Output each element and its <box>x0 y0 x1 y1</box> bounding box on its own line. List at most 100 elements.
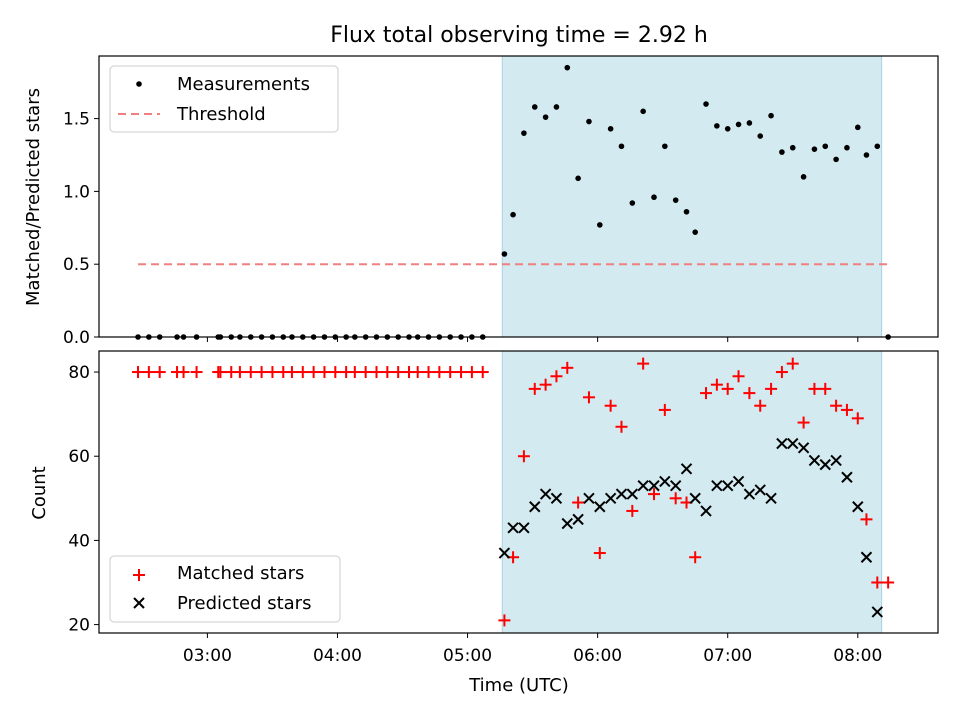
predicted-star-point <box>615 488 628 500</box>
measurement-point <box>607 125 614 132</box>
matched-star-point <box>476 366 489 379</box>
predicted-star-point <box>841 471 853 483</box>
top-panel: 0.0 0.5 1.0 1.5 Matched/Predicted stars Mea… <box>23 55 939 348</box>
measurement-point <box>640 108 646 115</box>
x-tick-label: 07:00 <box>703 646 752 666</box>
measurement-point <box>757 133 764 139</box>
measurement-point <box>724 125 731 132</box>
matched-star-point <box>710 378 723 391</box>
matched-star-point <box>669 492 682 505</box>
matched-star-point <box>743 387 756 400</box>
predicted-star-point <box>680 463 693 475</box>
predicted-star-point <box>871 606 884 618</box>
x-tick-label: 08:00 <box>833 646 882 666</box>
top-axes-frame <box>98 55 939 338</box>
matched-star-point <box>318 366 331 379</box>
bottom-y-tick-label: 80 <box>68 363 90 383</box>
matched-star-point <box>871 576 884 589</box>
legend-matched-marker <box>133 569 145 581</box>
predicted-star-point <box>852 501 864 513</box>
legend-predicted-label: Predicted stars <box>177 593 311 614</box>
predicted-star-point <box>604 492 617 505</box>
measurement-point <box>811 146 818 152</box>
top-y-tick-label: 0.5 <box>63 255 90 275</box>
matched-star-point <box>626 504 639 517</box>
matched-star-point <box>359 366 372 379</box>
matched-star-point <box>860 513 873 526</box>
matched-star-point <box>307 366 320 379</box>
matched-star-point <box>142 366 155 379</box>
matched-star-point <box>572 496 585 509</box>
matched-star-point <box>422 366 435 379</box>
measurement-point <box>596 222 603 228</box>
measurement-point <box>692 229 698 235</box>
matched-star-point <box>647 488 660 501</box>
bottom-shaded-span <box>501 350 883 634</box>
top-y-tick-label: 1.0 <box>63 182 90 202</box>
matched-star-point <box>433 366 446 379</box>
legend-threshold-label: Threshold <box>176 104 266 125</box>
matched-star-point <box>840 403 853 416</box>
predicted-star-point <box>561 517 573 530</box>
predicted-star-point <box>659 475 671 488</box>
predicted-star-point <box>808 454 821 467</box>
top-y-tick-label: 0.0 <box>63 328 90 348</box>
matched-star-point <box>528 382 541 395</box>
predicted-star-point <box>572 513 584 526</box>
top-y-axis-label: Matched/Predicted stars <box>23 88 44 306</box>
top-legend: Measurements Threshold <box>109 65 339 133</box>
measurement-point <box>575 175 581 182</box>
bottom-y-tick-label: 20 <box>68 616 90 636</box>
matched-star-point <box>455 366 468 379</box>
predicted-star-point <box>507 522 519 534</box>
predicted-star-point <box>550 492 563 505</box>
predicted-star-point <box>669 479 682 492</box>
predicted-star-point <box>765 492 777 505</box>
matched-star-point <box>329 366 342 379</box>
matched-star-point <box>411 366 424 379</box>
legend-measurements-marker <box>136 81 142 87</box>
matched-star-point <box>381 366 394 379</box>
predicted-star-point <box>583 492 595 505</box>
predicted-star-point <box>830 454 842 467</box>
matched-star-point <box>465 366 478 379</box>
matched-star-point <box>786 357 799 370</box>
matched-star-point <box>797 416 810 429</box>
predicted-star-point <box>819 458 831 471</box>
predicted-star-point <box>689 492 701 505</box>
top-shaded-span <box>501 55 883 338</box>
measurement-point <box>510 211 516 218</box>
legend-matched-label: Matched stars <box>177 563 304 584</box>
matched-star-point <box>732 370 745 383</box>
matched-star-point <box>561 361 574 374</box>
bottom-y-tick-label: 40 <box>68 531 90 551</box>
predicted-star-point <box>722 479 734 492</box>
bottom-legend: Matched stars Predicted stars <box>109 555 341 623</box>
measurement-point <box>768 112 774 119</box>
measurement-point <box>683 208 690 215</box>
measurement-point <box>863 152 870 158</box>
measurement-point <box>789 144 796 151</box>
measurement-point <box>521 130 527 136</box>
measurement-point <box>703 101 709 107</box>
bottom-panel: 03:00 04:00 05:00 06:00 07:00 08:00 20 40 60 80 C… <box>29 350 939 696</box>
predicted-star-point <box>860 551 873 563</box>
matched-star-point <box>700 387 713 400</box>
predicted-star-point <box>776 437 788 450</box>
measurement-point <box>844 144 850 151</box>
top-y-tick-label: 1.5 <box>63 110 90 130</box>
measurement-point <box>662 143 668 150</box>
predicted-star-point <box>732 475 745 488</box>
measurement-point <box>586 118 592 125</box>
matched-star-point <box>721 382 734 395</box>
x-tick-label: 05:00 <box>443 646 492 666</box>
measurement-point <box>800 174 807 180</box>
matched-star-point <box>132 366 145 379</box>
matched-star-point <box>604 399 617 412</box>
matched-star-point <box>392 366 405 379</box>
measurement-point <box>629 200 636 206</box>
matched-star-point <box>498 614 511 627</box>
matched-star-point <box>615 420 628 433</box>
matched-star-point <box>177 366 190 379</box>
